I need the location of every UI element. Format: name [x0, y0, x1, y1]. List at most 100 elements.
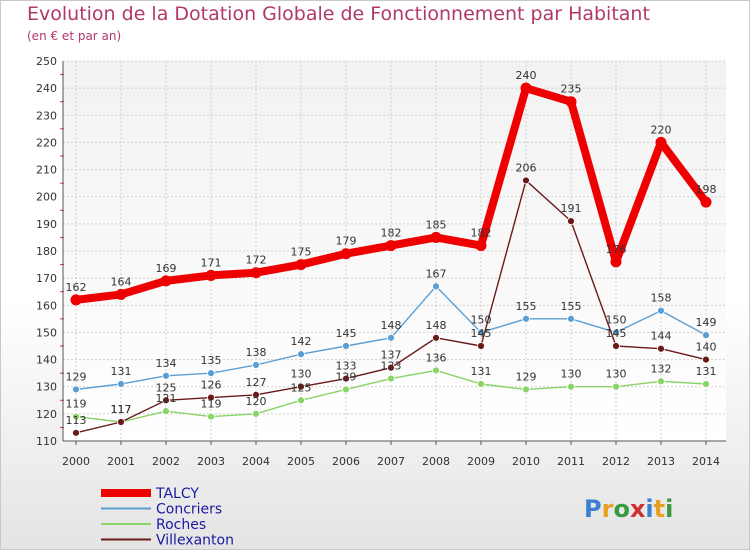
point-villexanton: [297, 382, 305, 391]
data-label-roches: 132: [651, 362, 672, 375]
logo-letter: r: [602, 495, 614, 523]
point-roches: [342, 385, 350, 394]
point-talcy: [700, 196, 712, 208]
data-label-talcy: 169: [156, 262, 177, 275]
data-label-concriers: 150: [471, 313, 492, 326]
y-tick-label: 240: [36, 82, 57, 95]
point-villexanton: [702, 355, 710, 364]
data-label-villexanton: 117: [111, 403, 132, 416]
point-villexanton: [72, 428, 80, 437]
data-label-roches: 131: [696, 365, 717, 378]
point-roches: [72, 412, 80, 421]
point-roches: [612, 382, 620, 391]
point-talcy: [250, 267, 262, 279]
data-label-villexanton: 145: [471, 327, 492, 340]
y-tick-label: 160: [36, 299, 57, 312]
point-villexanton: [567, 217, 575, 226]
point-talcy: [160, 275, 172, 287]
x-tick-label: 2000: [62, 455, 90, 468]
data-label-villexanton: 130: [291, 368, 312, 381]
y-tick-label: 200: [36, 191, 57, 204]
data-label-talcy: 185: [426, 218, 447, 231]
point-concriers: [162, 371, 170, 380]
data-label-concriers: 134: [156, 357, 177, 370]
data-label-concriers: 150: [606, 313, 627, 326]
data-label-villexanton: 148: [426, 319, 447, 332]
data-label-concriers: 145: [336, 327, 357, 340]
data-label-roches: 130: [606, 368, 627, 381]
x-tick-label: 2014: [692, 455, 720, 468]
point-roches: [702, 380, 710, 388]
data-label-concriers: 129: [66, 370, 87, 383]
data-label-concriers: 155: [516, 300, 537, 313]
chart-subtitle: (en € et par an): [27, 29, 122, 43]
data-label-talcy: 235: [561, 83, 582, 96]
data-label-talcy: 240: [516, 69, 537, 82]
point-roches: [432, 366, 440, 375]
point-villexanton: [252, 390, 260, 399]
x-tick-label: 2008: [422, 455, 450, 468]
point-talcy: [610, 256, 622, 268]
point-talcy: [430, 231, 442, 243]
point-concriers: [657, 306, 665, 315]
data-label-talcy: 164: [111, 275, 132, 288]
point-roches: [477, 380, 485, 388]
y-tick-label: 180: [36, 245, 57, 258]
logo-text: Proxiti: [584, 495, 673, 523]
point-talcy: [205, 269, 217, 281]
proxiti-logo: Proxiti: [584, 495, 673, 523]
data-label-talcy: 198: [696, 183, 717, 196]
data-label-villexanton: 191: [561, 202, 582, 215]
x-tick-label: 2010: [512, 455, 540, 468]
chart-title: Evolution de la Dotation Globale de Fonc…: [27, 3, 650, 25]
data-label-talcy: 182: [381, 227, 402, 240]
data-label-roches: 129: [336, 370, 357, 383]
point-roches: [387, 374, 395, 383]
point-villexanton: [432, 333, 440, 342]
point-concriers: [297, 350, 305, 359]
point-roches: [207, 412, 215, 421]
data-label-villexanton: 113: [66, 414, 87, 427]
point-concriers: [117, 380, 125, 388]
data-label-roches: 120: [246, 395, 267, 408]
logo-letter: i: [645, 495, 653, 523]
data-label-talcy: 162: [66, 281, 87, 294]
y-tick-label: 210: [36, 164, 57, 177]
data-label-concriers: 131: [111, 365, 132, 378]
x-tick-label: 2005: [287, 455, 315, 468]
data-label-roches: 119: [201, 398, 222, 411]
point-villexanton: [612, 342, 620, 350]
point-roches: [162, 407, 170, 416]
data-label-talcy: 171: [201, 256, 222, 269]
data-label-talcy: 220: [651, 123, 672, 136]
data-label-talcy: 172: [246, 254, 267, 267]
y-tick-label: 230: [36, 109, 57, 122]
point-talcy: [385, 240, 397, 252]
x-tick-label: 2001: [107, 455, 135, 468]
point-villexanton: [207, 393, 215, 402]
data-label-villexanton: 133: [336, 360, 357, 373]
data-label-talcy: 179: [336, 235, 357, 248]
point-talcy: [475, 240, 487, 252]
series-layer: [70, 82, 712, 437]
data-label-villexanton: 145: [606, 327, 627, 340]
legend-label-concriers: Concriers: [156, 502, 222, 518]
point-concriers: [72, 385, 80, 394]
y-tick-label: 120: [36, 408, 57, 421]
data-label-concriers: 155: [561, 300, 582, 313]
point-villexanton: [117, 418, 125, 426]
data-label-roches: 121: [156, 392, 177, 405]
data-label-villexanton: 140: [696, 341, 717, 354]
point-concriers: [702, 331, 710, 340]
data-label-concriers: 158: [651, 292, 672, 305]
point-concriers: [252, 361, 260, 369]
point-concriers: [612, 328, 620, 337]
legend-label-roches: Roches: [156, 517, 206, 533]
point-villexanton: [522, 176, 530, 185]
data-label-roches: 133: [381, 360, 402, 373]
x-tick-label: 2011: [557, 455, 585, 468]
logo-letter: x: [630, 495, 646, 523]
